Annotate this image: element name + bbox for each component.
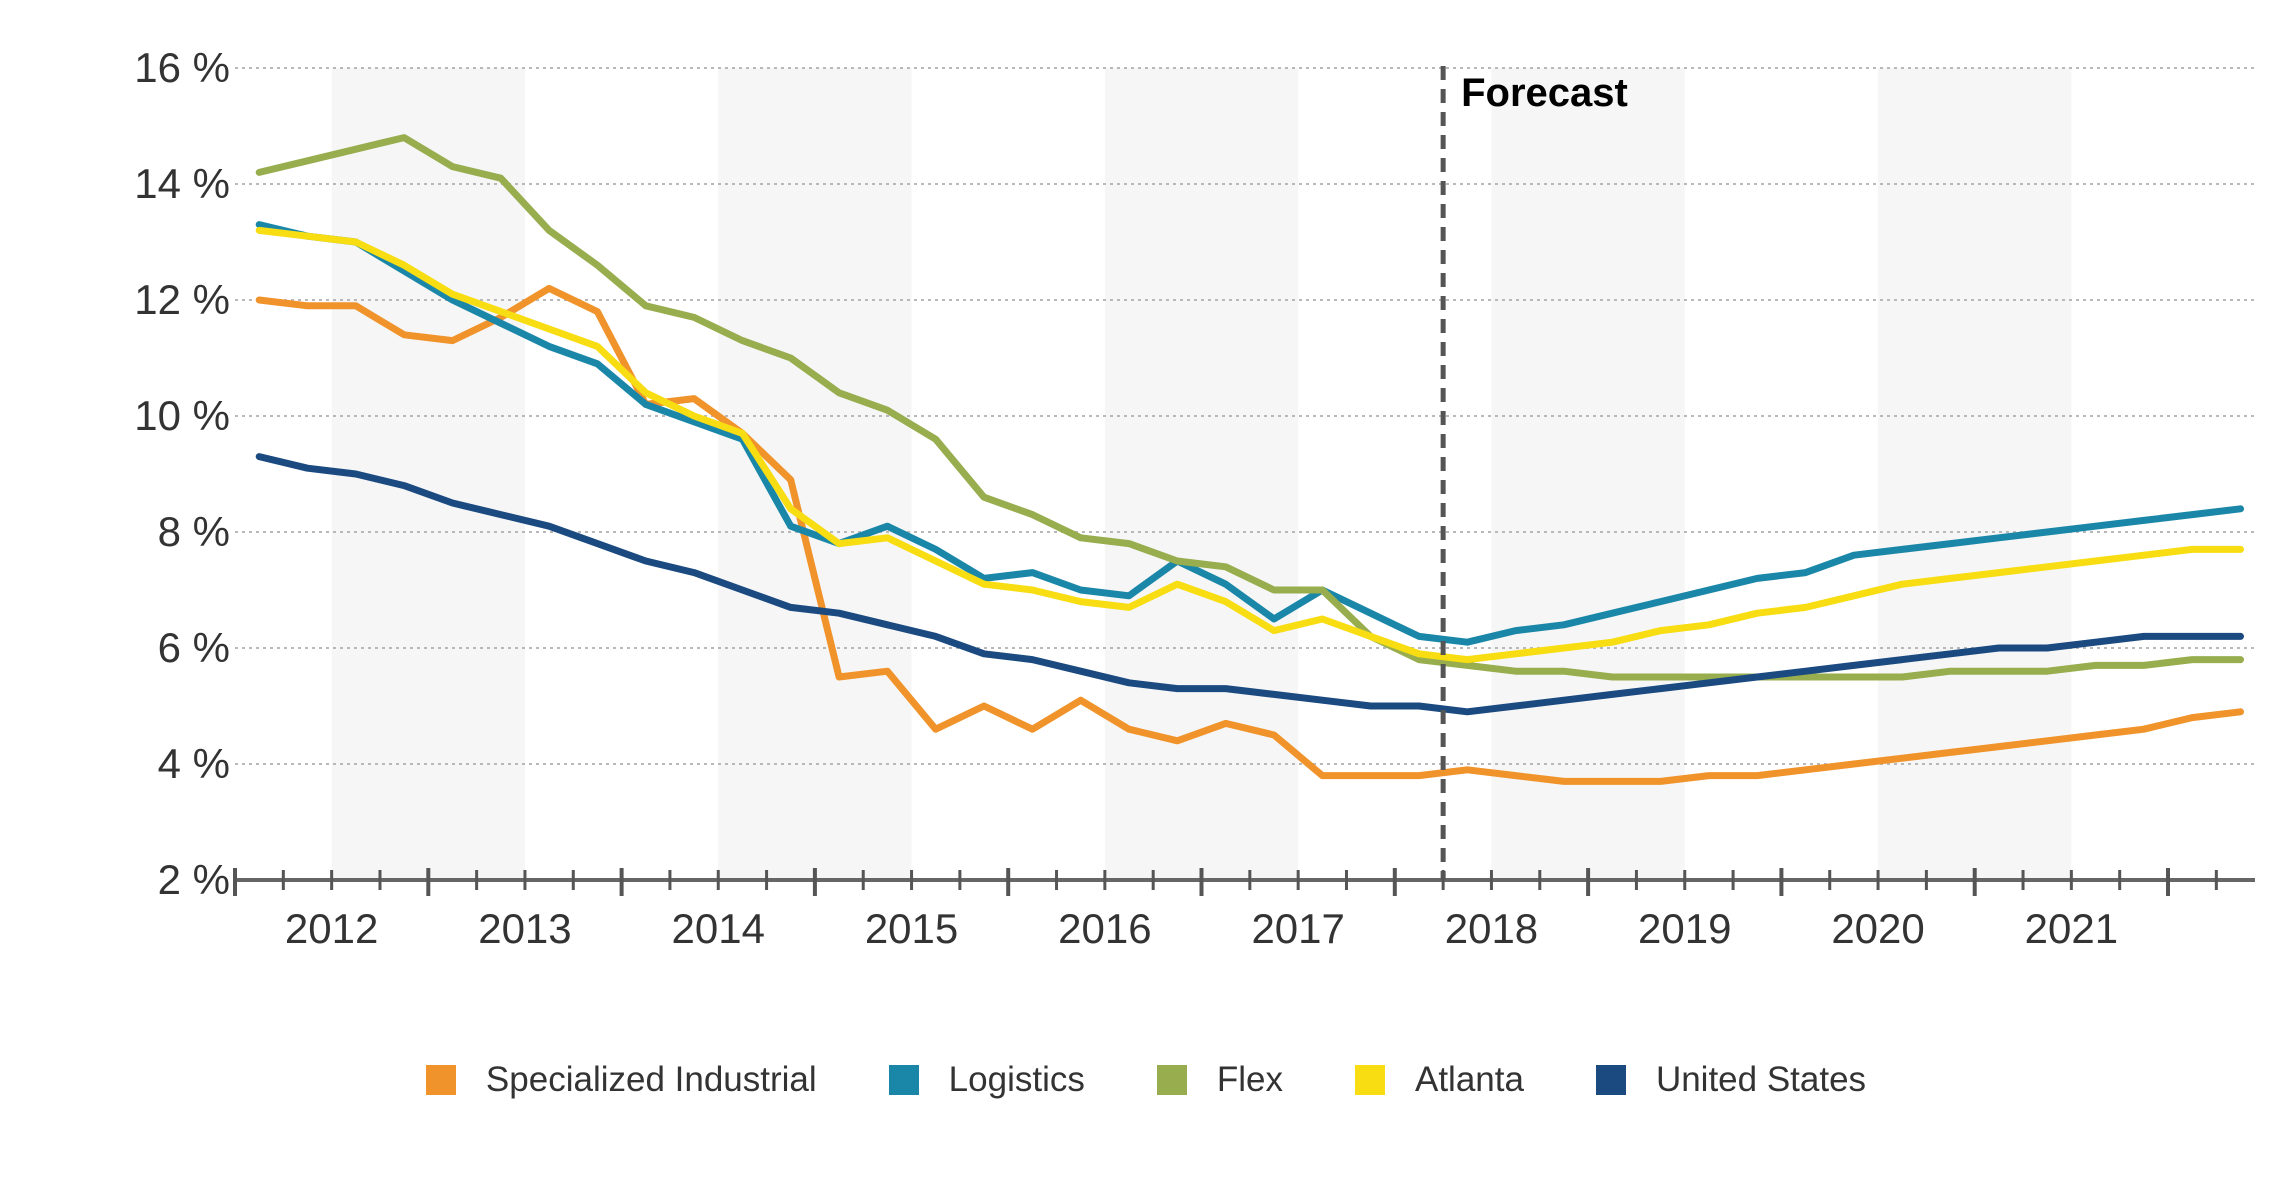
x-axis: 2012 2013 2014 2015 2016 2017 2018 2019 2020 2021 bbox=[233, 868, 2255, 952]
y-tick-label: 2 % bbox=[158, 856, 230, 903]
y-tick-label: 14 % bbox=[134, 160, 230, 207]
y-tick-label: 16 % bbox=[134, 44, 230, 91]
legend-item-specialized-industrial: Specialized Industrial bbox=[425, 1060, 817, 1100]
year-band-2016 bbox=[1104, 68, 1299, 880]
x-tick-label: 2017 bbox=[1251, 905, 1344, 952]
legend-swatch bbox=[1354, 1065, 1385, 1095]
legend-label: Atlanta bbox=[1414, 1060, 1524, 1099]
x-tick-label: 2016 bbox=[1058, 905, 1151, 952]
legend-item-flex: Flex bbox=[1156, 1060, 1283, 1100]
x-tick-label: 2021 bbox=[2025, 905, 2118, 952]
series-line-united-states bbox=[255, 453, 2244, 716]
legend-label: Specialized Industrial bbox=[485, 1060, 817, 1099]
x-tick-label: 2018 bbox=[1445, 905, 1538, 952]
forecast-marker: Forecast bbox=[1440, 66, 1628, 880]
legend-item-united-states: United States bbox=[1595, 1060, 1867, 1100]
y-tick-label: 6 % bbox=[158, 624, 230, 671]
legend-item-atlanta: Atlanta bbox=[1354, 1060, 1524, 1100]
legend-label: Logistics bbox=[948, 1060, 1085, 1099]
series-line-specialized-industrial bbox=[255, 284, 2244, 785]
y-axis: 2 % 4 % 6 % 8 % 10 % 12 % 14 % 16 % bbox=[134, 44, 230, 903]
legend: Specialized Industrial Logistics Flex Atlan… bbox=[0, 1040, 2292, 1120]
legend-swatch bbox=[888, 1065, 919, 1095]
x-tick-label: 2012 bbox=[285, 905, 378, 952]
x-tick-label: 2015 bbox=[865, 905, 958, 952]
legend-label: Flex bbox=[1216, 1060, 1283, 1099]
forecast-label: Forecast bbox=[1461, 71, 1628, 115]
legend-item-logistics: Logistics bbox=[888, 1060, 1085, 1100]
x-tick-label: 2019 bbox=[1638, 905, 1731, 952]
series-line-logistics bbox=[255, 221, 2244, 646]
x-tick-label: 2013 bbox=[478, 905, 571, 952]
y-tick-label: 12 % bbox=[134, 276, 230, 323]
legend-label: United States bbox=[1655, 1060, 1867, 1099]
line-chart: 2 %4 %6 %8 %10 %12 %14 %16 % 2012 2013 201… bbox=[134, 44, 2255, 952]
year-bands bbox=[331, 68, 2072, 880]
x-tick-label: 2014 bbox=[672, 905, 765, 952]
year-band-2014 bbox=[718, 68, 912, 880]
legend-swatch bbox=[1156, 1065, 1187, 1095]
year-band-2018 bbox=[1491, 68, 1685, 880]
y-tick-label: 10 % bbox=[134, 392, 230, 439]
y-tick-label: 4 % bbox=[158, 740, 230, 787]
series-line-atlanta bbox=[255, 226, 2244, 664]
x-tick-label: 2020 bbox=[1831, 905, 1924, 952]
legend-swatch bbox=[1595, 1065, 1626, 1095]
series-line-flex bbox=[255, 134, 2244, 681]
legend-swatch bbox=[425, 1065, 456, 1095]
series-lines bbox=[255, 134, 2244, 785]
y-tick-label: 8 % bbox=[158, 508, 230, 555]
